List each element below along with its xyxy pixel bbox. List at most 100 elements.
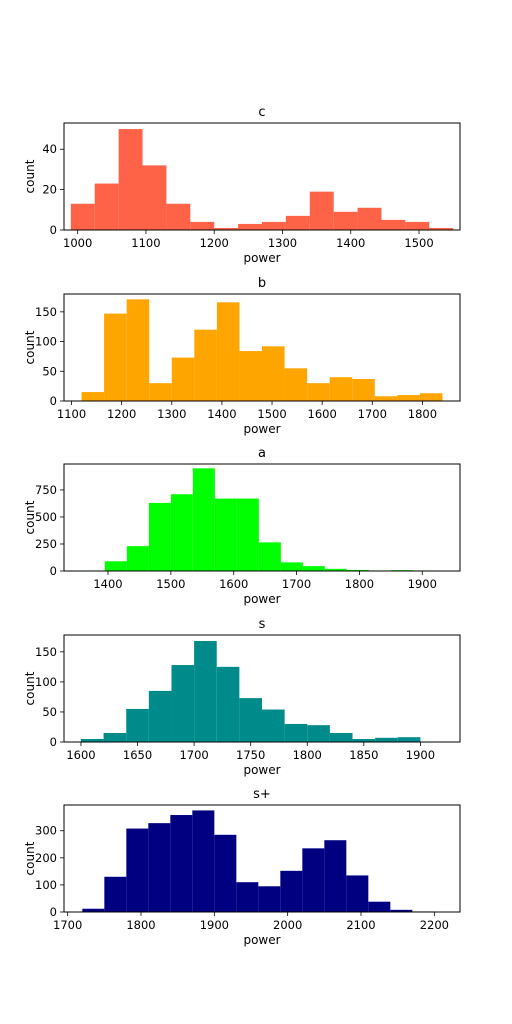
x-tick-label: 1850 [349,748,378,762]
histogram-bar [329,732,353,742]
histogram-bar [262,346,285,401]
histogram-bar [352,738,376,742]
histogram-bar [302,848,325,912]
histogram-bar [192,810,215,912]
histogram-bar [352,379,375,401]
x-tick-label: 1900 [408,577,437,591]
histogram-bar [346,569,369,571]
histogram-bar [194,641,217,742]
y-tick-label: 0 [50,735,57,749]
y-axis-label: count [23,330,37,364]
histogram-bar [324,568,347,571]
x-tick-label: 1000 [63,236,92,250]
histogram-bar [214,498,237,571]
panel-4: 1700 1800 1900 2000 2100 2200 0 100 200 300 s+ powe… [23,787,461,947]
histogram-bar [148,502,171,571]
x-axis-label: power [243,422,280,436]
x-tick-label: 1400 [93,577,122,591]
histogram-bar [192,468,215,571]
x-axis-label: power [243,933,280,947]
histogram-bar [118,129,143,230]
histogram-bar [239,698,262,742]
y-axis-label: count [23,500,37,534]
y-tick-label: 40 [42,142,57,156]
x-tick-label: 1200 [107,407,136,421]
x-tick-label: 1500 [404,236,433,250]
histogram-bar [239,351,262,401]
x-tick-label: 1900 [406,748,435,762]
histogram-bar [357,207,382,230]
histogram-bar [82,908,105,912]
histogram-bar [94,183,119,230]
x-axis-label: power [243,251,280,265]
x-tick-label: 1700 [179,748,208,762]
panel-3: 1600 1650 1700 1750 1800 1850 1900 0 50 100 150 s po… [23,617,461,777]
axes-frame [63,293,461,402]
histogram-bar [216,302,240,401]
x-tick-label: 1500 [156,577,185,591]
histogram-bar [429,227,454,230]
histogram-bar [81,392,105,401]
y-tick-label: 0 [50,905,57,919]
histogram-bar [346,875,369,912]
histogram-bar [324,840,347,912]
y-tick-label: 250 [35,537,57,551]
histogram-bar [307,725,330,742]
histogram-bar [262,709,285,742]
axes-frame [63,122,461,231]
histogram-bar [190,221,215,230]
x-tick-label: 1600 [219,577,248,591]
x-tick-label: 1800 [345,577,374,591]
histogram-bar [368,901,391,912]
axes-frame [63,463,461,572]
y-tick-label: 100 [35,335,57,349]
panel-title: a [258,446,266,461]
x-tick-label: 1400 [336,236,365,250]
x-tick-label: 1500 [257,407,286,421]
histogram-bar [390,909,413,912]
histogram-bar [284,723,308,742]
histogram-bar [419,393,443,401]
histogram-bar [307,383,330,401]
histogram-bar [381,219,406,230]
x-tick-label: 1900 [200,918,229,932]
histogram-bar [170,494,193,571]
y-axis-label: count [23,841,37,875]
histogram-bar [397,395,420,401]
axes-frame [63,804,461,913]
histogram-bar [171,665,195,742]
y-tick-label: 100 [35,878,57,892]
panel-1: 1100 1200 1300 1400 1500 1600 1700 1800 0 50 100 15… [23,276,461,436]
histogram-bar [216,666,240,742]
x-tick-label: 1700 [282,577,311,591]
x-axis-label: power [243,763,280,777]
x-tick-label: 1800 [126,918,155,932]
x-tick-label: 1200 [200,236,229,250]
x-tick-label: 1700 [358,407,387,421]
histogram-bar [70,203,95,230]
histogram-bar [148,823,171,912]
histogram-bar [171,357,195,401]
y-tick-label: 300 [35,824,57,838]
histogram-bar [148,690,172,742]
y-axis-label: count [23,159,37,193]
histogram-bar [149,383,172,401]
histogram-bar [126,299,150,401]
histogram-bar [238,223,262,230]
x-tick-label: 2100 [346,918,375,932]
histogram-bar [405,221,430,230]
histogram-bar [104,876,127,912]
x-tick-label: 1400 [207,407,236,421]
y-tick-label: 50 [42,705,57,719]
x-tick-label: 1100 [131,236,160,250]
histogram-bar [302,566,325,571]
histogram-bar [374,396,398,401]
histogram-bar [80,738,104,742]
y-tick-label: 500 [35,510,57,524]
histogram-bar [329,377,353,401]
histogram-bar [126,546,149,571]
x-tick-label: 1800 [293,748,322,762]
histogram-bar [258,886,281,912]
y-tick-label: 750 [35,483,57,497]
